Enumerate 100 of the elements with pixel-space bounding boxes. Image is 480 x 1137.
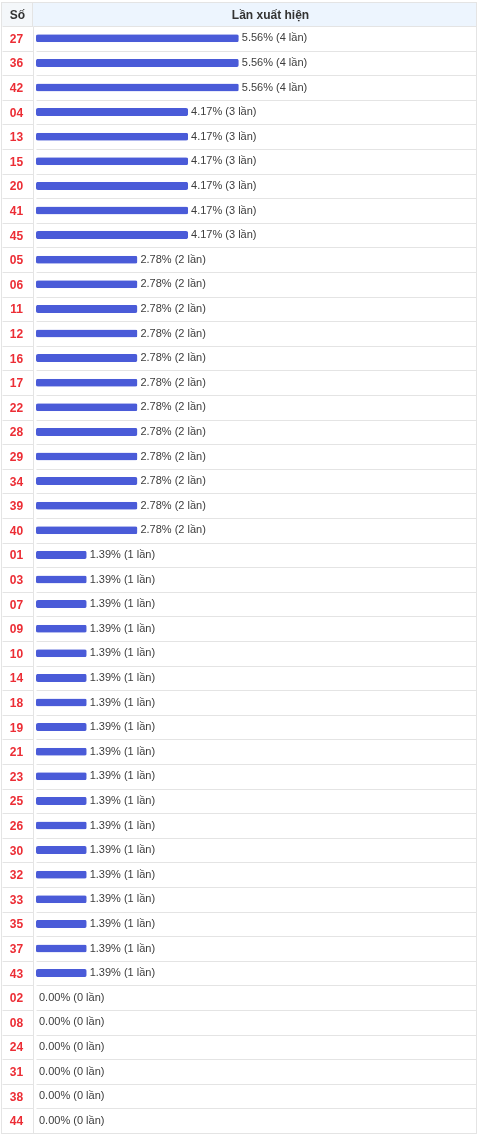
data-label: 4.17% (3 lần): [191, 178, 257, 191]
bar: [36, 354, 138, 363]
data-label: 2.78% (2 lần): [140, 523, 206, 536]
y-tick-label: 23: [9, 769, 24, 784]
y-tick-label: 17: [9, 376, 24, 391]
data-label: 2.78% (2 lần): [140, 474, 206, 487]
y-tick-label: 20: [9, 179, 24, 194]
y-tick-label: 12: [9, 327, 24, 341]
y-tick-label: 28: [9, 425, 24, 440]
data-label: 5.56% (4 lần): [241, 55, 308, 68]
data-label: 4.17% (3 lần): [191, 105, 257, 118]
data-label: 0.00% (0 lần): [39, 1039, 105, 1052]
data-label: 2.78% (2 lần): [140, 449, 206, 462]
data-label: 2.78% (2 lần): [140, 301, 206, 314]
y-tick-label: 22: [9, 400, 24, 415]
data-label: 1.39% (1 lần): [89, 769, 156, 782]
data-label: 2.78% (2 lần): [140, 400, 206, 413]
y-tick-label: 18: [9, 696, 24, 710]
data-label: 1.39% (1 lần): [89, 572, 156, 585]
data-label: 1.39% (1 lần): [89, 646, 156, 659]
y-tick-label: 07: [9, 597, 24, 612]
y-tick-label: 05: [9, 253, 24, 268]
y-tick-label: 45: [9, 228, 24, 243]
data-label: 0.00% (0 lần): [39, 1015, 105, 1028]
y-tick-label: 31: [9, 1065, 24, 1079]
y-tick-label: 29: [9, 450, 24, 464]
y-tick-label: 06: [9, 277, 24, 292]
y-tick-label: 32: [9, 868, 24, 883]
data-label: 0.00% (0 lần): [39, 1113, 105, 1126]
bar: [36, 550, 87, 559]
y-tick-label: 13: [9, 130, 24, 145]
y-tick-label: 11: [10, 302, 24, 317]
data-label: 1.39% (1 lần): [89, 843, 156, 856]
y-tick-label: 27: [9, 31, 24, 46]
bar: [36, 723, 87, 732]
data-label: 2.78% (2 lần): [140, 326, 206, 339]
data-label: 1.39% (1 lần): [89, 597, 156, 610]
y-tick-label: 44: [9, 1114, 24, 1129]
y-tick-label: 24: [9, 1040, 24, 1055]
bar: [36, 919, 87, 928]
y-tick-label: 15: [9, 154, 24, 169]
y-tick-label: 43: [9, 966, 24, 981]
y-tick-label: 30: [9, 843, 24, 858]
data-label: 1.39% (1 lần): [89, 547, 156, 560]
y-tick-label: 08: [9, 1015, 24, 1030]
y-tick-label: 26: [9, 819, 24, 833]
y-tick-label: 35: [9, 917, 24, 932]
y-tick-label: 36: [9, 56, 24, 71]
data-label: 4.17% (3 lần): [191, 203, 257, 216]
bar: [36, 673, 87, 682]
bar: [36, 969, 87, 978]
y-tick-label: 01: [9, 548, 24, 563]
y-tick-label: 42: [9, 81, 24, 95]
bar: [36, 108, 189, 117]
y-tick-label: 39: [9, 499, 24, 514]
y-tick-label: 16: [9, 351, 24, 366]
y-tick-label: 38: [9, 1089, 24, 1104]
data-label: 0.00% (0 lần): [39, 990, 105, 1003]
data-label: 0.00% (0 lần): [39, 1089, 105, 1102]
data-label: 1.39% (1 lần): [89, 695, 156, 708]
bar: [36, 58, 239, 67]
bar: [36, 796, 87, 805]
y-tick-label: 03: [9, 573, 24, 587]
y-tick-label: 25: [9, 794, 24, 809]
data-label: 2.78% (2 lần): [140, 252, 206, 265]
y-tick-label: 14: [9, 671, 24, 686]
y-tick-label: 02: [9, 991, 24, 1006]
data-label: 0.00% (0 lần): [39, 1064, 105, 1077]
data-label: 4.17% (3 lần): [191, 228, 257, 241]
bar: [36, 304, 138, 313]
data-label: 5.56% (4 lần): [241, 31, 308, 44]
y-tick-label: 41: [9, 204, 24, 218]
data-label: 4.17% (3 lần): [191, 154, 257, 167]
bar: [36, 846, 87, 855]
data-label: 1.39% (1 lần): [89, 892, 156, 905]
data-label: 1.39% (1 lần): [89, 966, 156, 979]
data-label: 2.78% (2 lần): [140, 424, 206, 437]
y-tick-label: 37: [9, 942, 24, 956]
bar: [36, 231, 189, 240]
data-label: 1.39% (1 lần): [89, 621, 156, 634]
data-label: 1.39% (1 lần): [89, 720, 156, 733]
bar: [36, 477, 138, 486]
data-label: 1.39% (1 lần): [89, 941, 156, 954]
data-label: 1.39% (1 lần): [89, 818, 156, 831]
x-axis-title: Lần xuất hiện: [231, 7, 310, 22]
data-label: 1.39% (1 lần): [89, 916, 156, 929]
data-label: 2.78% (2 lần): [140, 277, 206, 290]
y-tick-label: 10: [9, 646, 24, 661]
data-label: 1.39% (1 lần): [89, 867, 156, 880]
data-label: 5.56% (4 lần): [241, 80, 308, 93]
y-tick-label: 19: [9, 720, 24, 735]
bar: [36, 427, 138, 436]
bar: [36, 181, 189, 190]
data-label: 4.17% (3 lần): [191, 129, 257, 142]
y-tick-label: 21: [9, 745, 24, 760]
y-tick-label: 34: [9, 474, 24, 489]
y-axis-title: Số: [9, 7, 26, 22]
data-label: 1.39% (1 lần): [89, 744, 156, 757]
data-label: 1.39% (1 lần): [89, 793, 156, 806]
data-label: 2.78% (2 lần): [140, 375, 206, 388]
